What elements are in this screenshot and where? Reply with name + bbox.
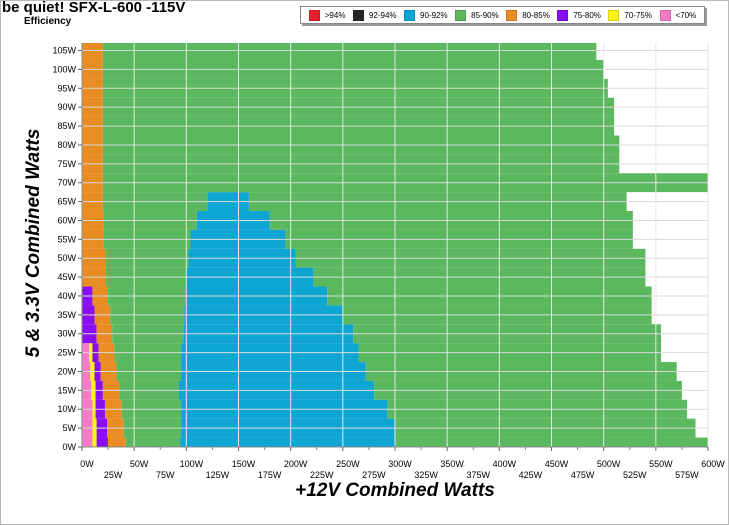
legend-label: >94%	[324, 10, 346, 20]
heatmap-cell	[102, 43, 597, 60]
y-tick-label: 10W	[57, 404, 76, 414]
legend-item: 85-90%	[455, 9, 499, 21]
heatmap-cell	[180, 437, 395, 447]
y-tick-label: 0W	[63, 442, 77, 452]
legend-swatch	[557, 9, 569, 21]
legend-label: 75-80%	[573, 10, 601, 20]
x-tick-label: 150W	[232, 459, 256, 469]
heatmap-cell	[82, 437, 93, 447]
y-tick-label: 15W	[57, 385, 76, 395]
x-tick-label: 200W	[284, 459, 308, 469]
y-tick-label: 55W	[57, 234, 76, 244]
legend-item: 92-94%	[352, 9, 397, 21]
legend-swatch	[659, 9, 671, 21]
legend-label: 85-90%	[471, 10, 499, 20]
legend-label: 70-75%	[624, 10, 652, 20]
legend-item: >94%	[308, 9, 346, 21]
x-tick-label: 125W	[206, 470, 230, 480]
y-tick-label: 75W	[57, 159, 76, 169]
heatmap-cell	[82, 43, 103, 60]
x-tick-label: 225W	[310, 470, 334, 480]
x-tick-label: 325W	[414, 470, 438, 480]
legend-swatch	[608, 9, 620, 21]
y-tick-label: 70W	[57, 178, 76, 188]
x-tick-label: 75W	[156, 470, 175, 480]
y-ticks: 0W 5W 10W 15W 20W 25W 30W 35W 40W 45W 50W 55W 60W 65W…	[52, 46, 82, 452]
chart-subtitle: Efficiency	[24, 16, 72, 27]
y-tick-label: 25W	[57, 348, 76, 358]
x-tick-label: 475W	[571, 470, 595, 480]
x-tick-label: 425W	[519, 470, 543, 480]
y-tick-label: 45W	[57, 272, 76, 282]
y-tick-label: 60W	[57, 215, 76, 225]
y-tick-label: 65W	[57, 197, 76, 207]
y-tick-label: 85W	[57, 121, 76, 131]
x-tick-label: 100W	[180, 459, 204, 469]
x-axis-label: +12V Combined Watts	[295, 480, 495, 501]
y-tick-label: 30W	[57, 329, 76, 339]
x-tick-label: 500W	[597, 459, 621, 469]
legend-label: 80-85%	[522, 10, 550, 20]
legend-swatch	[308, 9, 320, 21]
heatmap-cell	[96, 437, 109, 447]
x-tick-label: 50W	[130, 459, 149, 469]
x-tick-label: 525W	[623, 470, 647, 480]
y-tick-label: 95W	[57, 83, 76, 93]
legend-label: <70%	[675, 10, 697, 20]
legend-item: 90-92%	[404, 9, 448, 21]
x-tick-label: 375W	[466, 470, 490, 480]
legend-item: 70-75%	[608, 9, 652, 21]
heatmap-cell	[108, 437, 126, 447]
x-tick-label: 350W	[440, 459, 464, 469]
y-tick-label: 50W	[57, 253, 76, 263]
legend-swatch	[455, 9, 467, 21]
heatmap-cell	[125, 437, 181, 447]
legend: >94% 92-94% 90-92% 85-90% 80-85% 75-80% 70-75%…	[300, 6, 705, 24]
legend-swatch	[352, 9, 364, 21]
y-axis-label: 5 & 3.3V Combined Watts	[23, 128, 44, 358]
y-tick-label: 5W	[63, 423, 77, 433]
y-tick-label: 40W	[57, 291, 76, 301]
x-tick-label: 600W	[701, 459, 725, 469]
x-tick-label: 175W	[258, 470, 282, 480]
chart-title: be quiet! SFX-L-600 -115V	[2, 0, 186, 16]
legend-label: 92-94%	[368, 10, 397, 20]
x-tick-label: 300W	[388, 459, 412, 469]
x-tick-label: 400W	[493, 459, 517, 469]
legend-label: 90-92%	[420, 10, 448, 20]
legend-item: <70%	[659, 9, 697, 21]
y-tick-label: 100W	[52, 64, 76, 74]
x-tick-label: 575W	[675, 470, 699, 480]
x-tick-label: 25W	[104, 470, 123, 480]
legend-item: 80-85%	[506, 9, 550, 21]
y-tick-label: 105W	[52, 46, 76, 56]
legend-item: 75-80%	[557, 9, 601, 21]
x-tick-label: 250W	[336, 459, 360, 469]
x-tick-label: 0W	[80, 459, 94, 469]
x-tick-label: 450W	[545, 459, 569, 469]
legend-swatch	[404, 9, 416, 21]
x-tick-label: 550W	[649, 459, 673, 469]
y-tick-label: 90W	[57, 102, 76, 112]
y-tick-label: 20W	[57, 366, 76, 376]
heatmap-cell	[92, 437, 97, 447]
y-tick-label: 35W	[57, 310, 76, 320]
legend-swatch	[506, 9, 518, 21]
x-tick-label: 275W	[362, 470, 386, 480]
y-tick-label: 80W	[57, 140, 76, 150]
x-ticks: 0W 50W 100W 150W 200W 250W 300W 350W 400W 450W 500…	[80, 447, 725, 480]
